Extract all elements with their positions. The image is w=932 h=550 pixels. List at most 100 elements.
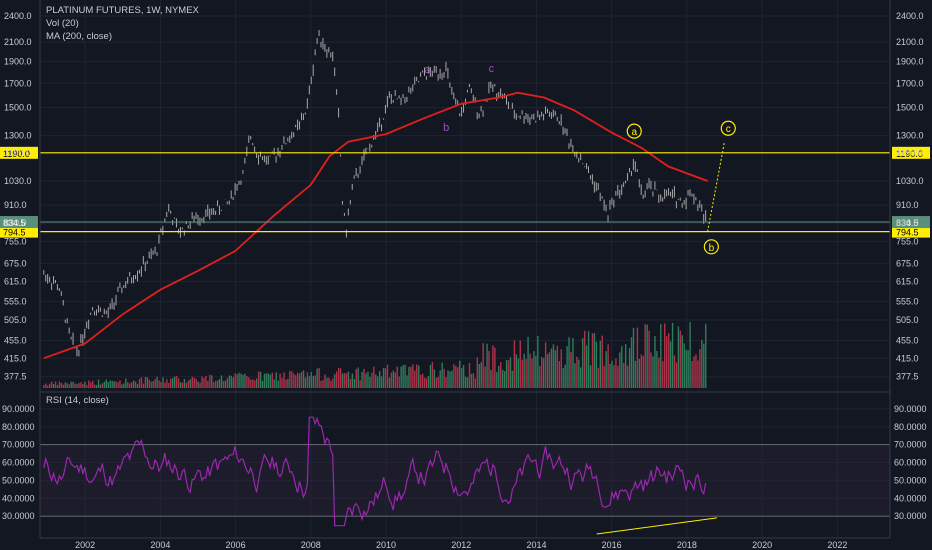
grid xyxy=(40,0,890,538)
last-price-tag-left xyxy=(0,216,38,229)
rsi-tick-label-right: 50.0000 xyxy=(894,475,927,485)
rsi-tick-label-left: 30.0000 xyxy=(2,511,35,521)
volume-bar xyxy=(464,376,467,388)
volume-bar xyxy=(125,378,127,388)
volume-bar xyxy=(423,377,426,388)
volume-bar xyxy=(390,372,393,388)
volume-bar xyxy=(181,382,184,388)
volume-bar xyxy=(642,356,644,388)
volume-bar xyxy=(88,380,90,388)
volume-bar xyxy=(628,348,631,388)
volume-bar xyxy=(699,349,701,388)
volume-bar xyxy=(599,340,602,388)
volume-bar xyxy=(597,367,600,388)
volume-bar xyxy=(406,375,408,388)
volume-bar xyxy=(437,376,439,388)
volume-bar xyxy=(705,323,707,388)
volume-bar xyxy=(439,370,441,388)
volume-bar xyxy=(402,365,404,388)
legend-vol: Vol (20) xyxy=(46,18,79,29)
volume-bar xyxy=(375,374,377,388)
volume-bar xyxy=(207,380,209,388)
volume-bar xyxy=(408,366,410,388)
price-tick-label-right: 1190.0 xyxy=(896,148,923,158)
volume-bar xyxy=(525,358,527,388)
volume-bar xyxy=(322,379,324,388)
price-tick-label-left: 1700.0 xyxy=(4,78,32,88)
volume-bar xyxy=(295,375,297,388)
volume-bar xyxy=(326,377,328,388)
volume-bar xyxy=(224,380,227,388)
volume-bar xyxy=(361,371,363,388)
rsi-tick-label-left: 80.0000 xyxy=(2,422,35,432)
volume-bar xyxy=(111,380,113,388)
volume-bar xyxy=(380,376,383,388)
volume-bar xyxy=(300,371,303,388)
price-tick-label-right: 1030.0 xyxy=(896,176,924,186)
volume-bar xyxy=(265,373,268,388)
wave-label: c xyxy=(489,63,495,75)
projection-line xyxy=(707,141,726,232)
volume-bar xyxy=(636,327,639,388)
last-price-label-right: 834.5 xyxy=(896,218,919,228)
price-tick-label-left: 910.0 xyxy=(4,200,27,210)
volume-bar xyxy=(312,375,314,388)
volume-bar xyxy=(427,375,430,388)
volume-bar xyxy=(394,372,396,388)
volume-bar xyxy=(587,331,590,388)
volume-bar xyxy=(632,327,635,388)
volume-bar xyxy=(542,358,545,388)
rsi-band xyxy=(40,444,890,517)
volume-bar xyxy=(162,377,164,388)
price-tick-label-left: 2100.0 xyxy=(4,37,32,47)
volume-bar xyxy=(550,348,553,388)
volume-bar xyxy=(392,370,395,388)
volume-bar xyxy=(468,363,471,388)
volume-bar xyxy=(152,381,154,388)
price-tick-label-right: 505.0 xyxy=(896,315,919,325)
volume-bar xyxy=(396,366,398,388)
volume-bar xyxy=(457,367,459,388)
volume-bar xyxy=(687,350,689,388)
volume-bar xyxy=(646,324,648,388)
volume-bar xyxy=(60,382,63,388)
volume-bar xyxy=(107,382,109,388)
volume-bar xyxy=(363,368,365,388)
volume-bar xyxy=(91,380,94,388)
price-tick-label-right: 415.0 xyxy=(896,353,919,363)
rsi-line xyxy=(43,416,707,527)
ma-200-line xyxy=(43,91,708,360)
volume-bar xyxy=(685,349,687,388)
volume-bar xyxy=(349,378,352,388)
volume-bar xyxy=(507,360,510,388)
volume-bar xyxy=(222,381,225,388)
volume-bar xyxy=(289,370,291,388)
volume-bar xyxy=(703,343,705,388)
volume-bar xyxy=(431,362,434,388)
rsi-legend: RSI (14, close) xyxy=(46,395,109,406)
volume-bar xyxy=(183,378,186,388)
volume-bar xyxy=(574,363,576,388)
volume-bar xyxy=(334,374,336,388)
volume-bar xyxy=(343,373,346,388)
volume-bar xyxy=(97,379,100,388)
volume-bar xyxy=(515,354,518,388)
price-tick-label-left: 675.0 xyxy=(4,258,27,268)
volume-bar xyxy=(255,378,258,388)
volume-bar xyxy=(638,358,641,388)
volume-bar xyxy=(589,365,592,388)
volume-bar xyxy=(371,372,373,388)
volume-bar xyxy=(603,365,605,388)
volume-bar xyxy=(220,375,223,388)
volume-bar xyxy=(624,344,627,388)
volume-bar xyxy=(640,354,643,388)
volume-bar xyxy=(509,357,512,388)
level-tag-right xyxy=(892,225,930,238)
volume-bar xyxy=(445,377,447,388)
volume-bar xyxy=(378,371,381,388)
price-tick-label-left: 1500.0 xyxy=(4,103,32,113)
volume-bar xyxy=(425,378,428,388)
volume-bar xyxy=(501,369,504,388)
volume-bar xyxy=(558,361,561,388)
volume-bar xyxy=(115,381,117,388)
